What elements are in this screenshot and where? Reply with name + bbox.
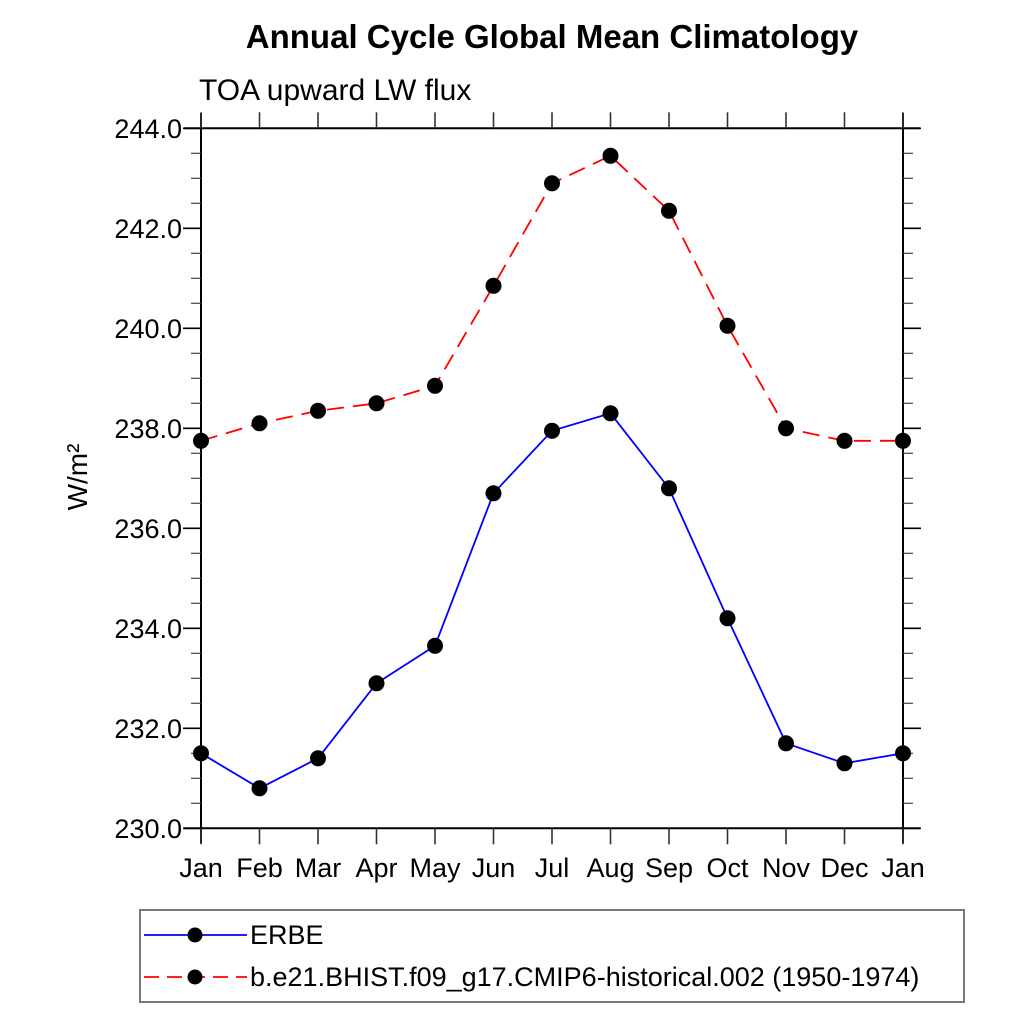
data-point-marker-series-1: [778, 420, 794, 437]
data-point-marker-series-0: [368, 675, 385, 692]
x-tick-label: Dec: [820, 853, 868, 883]
legend-marker-dot: [187, 969, 203, 985]
legend-line-sample: [144, 969, 247, 985]
legend-item-0: ERBE: [141, 921, 963, 949]
data-point-marker-series-0: [193, 745, 209, 762]
data-point-marker-series-1: [719, 317, 736, 334]
y-tick-label: 240.0: [114, 314, 182, 344]
y-tick-label: 244.0: [114, 114, 182, 144]
legend-item-1: b.e21.BHIST.f09_g17.CMIP6-historical.002…: [141, 963, 963, 991]
x-tick-label: Jan: [881, 853, 925, 883]
x-tick-label: Sep: [645, 853, 693, 883]
data-point-marker-series-1: [193, 432, 209, 449]
data-point-marker-series-1: [485, 277, 502, 294]
y-tick-label: 236.0: [114, 514, 182, 544]
data-point-marker-series-0: [778, 735, 794, 752]
legend-label-1: b.e21.BHIST.f09_g17.CMIP6-historical.002…: [250, 961, 920, 992]
data-point-marker-series-0: [719, 610, 736, 627]
x-tick-label: Oct: [706, 853, 749, 883]
data-point-marker-series-0: [544, 422, 560, 439]
x-tick-label: Apr: [355, 853, 397, 883]
x-tick-label: Jul: [535, 853, 570, 883]
x-tick-label: Aug: [586, 853, 634, 883]
x-tick-label: May: [409, 853, 461, 883]
legend-marker-dot: [187, 927, 203, 943]
x-tick-label: Feb: [236, 853, 283, 883]
chart-title: Annual Cycle Global Mean Climatology: [245, 18, 859, 55]
data-point-marker-series-1: [836, 432, 853, 449]
x-tick-label: Nov: [762, 853, 811, 883]
y-tick-label: 238.0: [114, 414, 182, 444]
legend-line-sample: [144, 927, 247, 943]
data-point-marker-series-1: [602, 147, 619, 164]
data-point-marker-series-0: [836, 755, 853, 772]
y-tick-label: 232.0: [114, 714, 182, 744]
data-point-marker-series-0: [661, 480, 677, 497]
data-point-marker-series-0: [427, 637, 443, 654]
data-point-marker-series-1: [661, 202, 677, 219]
y-tick-label: 230.0: [114, 814, 182, 844]
data-point-marker-series-1: [368, 395, 385, 412]
x-tick-label: Jun: [472, 853, 516, 883]
legend-label-0: ERBE: [250, 919, 324, 950]
data-point-marker-series-0: [602, 405, 619, 422]
x-tick-label: Jan: [179, 853, 223, 883]
series-line-0: [200, 412, 904, 790]
data-point-marker-series-1: [310, 402, 326, 419]
y-axis-label: W/m²: [62, 443, 93, 511]
legend: ERBE b.e21.BHIST.f09_g17.CMIP6-historical…: [139, 909, 965, 1003]
chart-subtitle: TOA upward LW flux: [199, 74, 472, 107]
data-point-marker-series-0: [895, 745, 911, 762]
data-point-marker-series-0: [485, 485, 502, 502]
data-point-marker-series-0: [251, 780, 268, 797]
data-point-marker-series-1: [427, 377, 443, 394]
data-point-marker-series-1: [544, 175, 560, 192]
data-point-marker-series-1: [895, 432, 911, 449]
data-point-marker-series-1: [251, 415, 268, 432]
y-tick-label: 234.0: [114, 614, 182, 644]
x-tick-label: Mar: [295, 853, 342, 883]
y-tick-label: 242.0: [114, 214, 182, 244]
series-line-1: [200, 154, 903, 442]
data-point-marker-series-0: [310, 750, 326, 767]
